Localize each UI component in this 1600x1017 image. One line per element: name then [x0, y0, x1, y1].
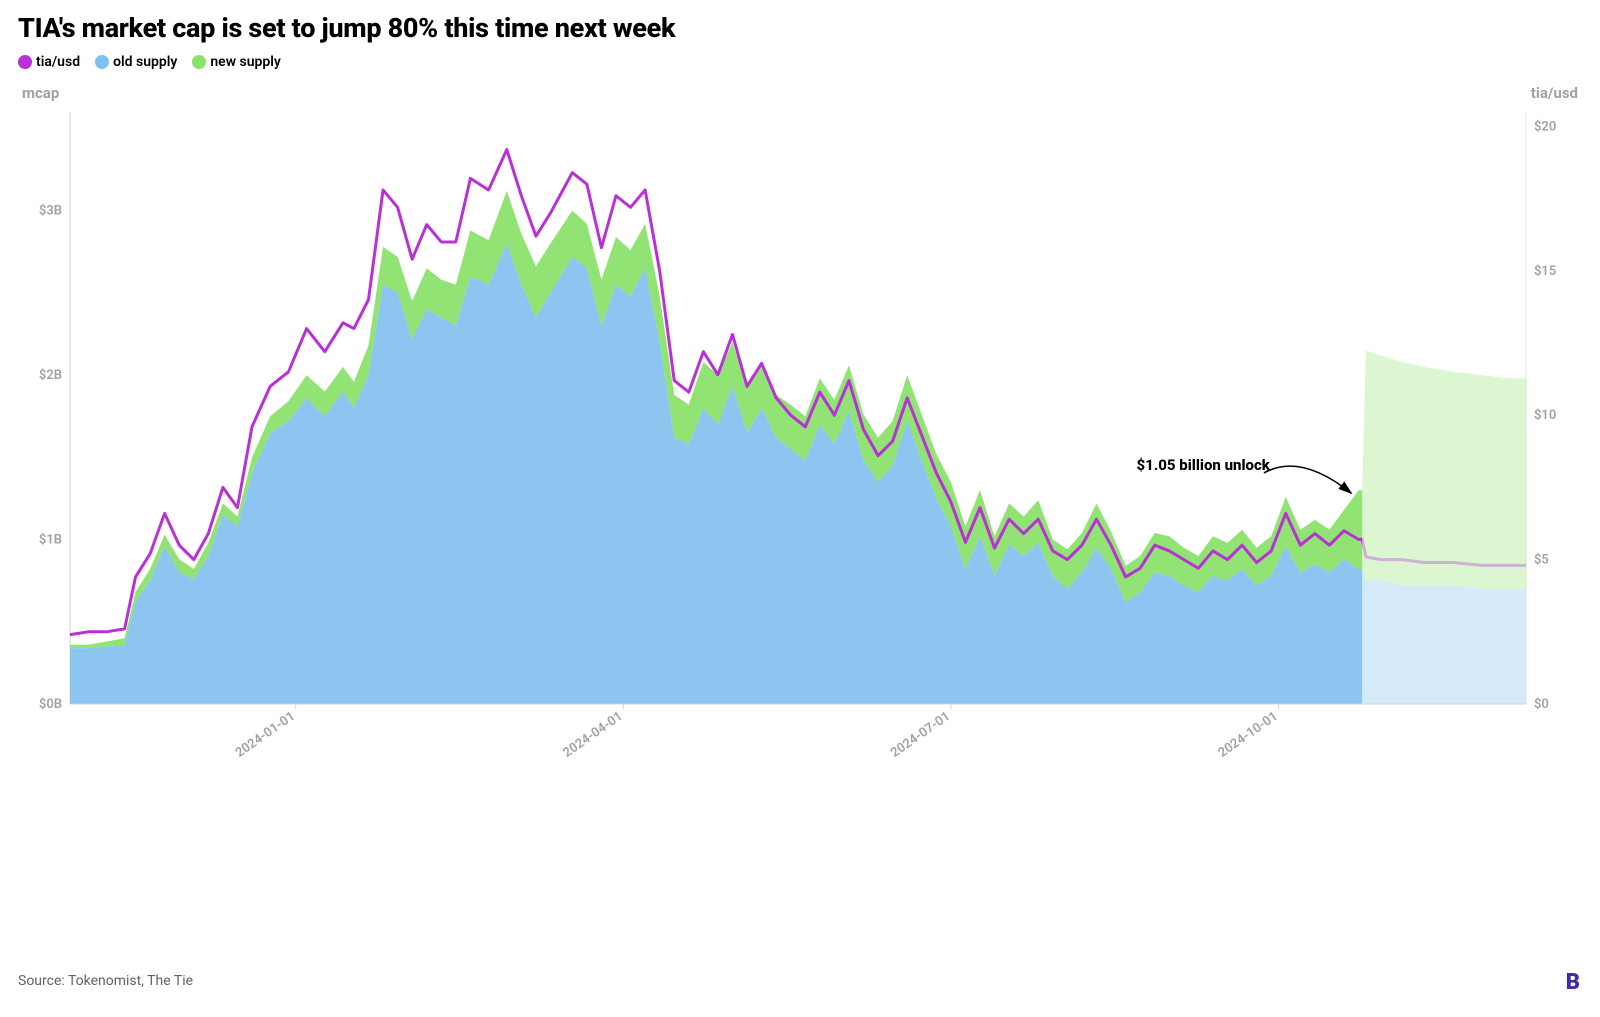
legend: tia/usd old supply new supply: [18, 54, 1582, 70]
svg-text:$5: $5: [1534, 553, 1549, 568]
svg-text:$10: $10: [1534, 408, 1556, 423]
svg-text:$20: $20: [1534, 119, 1556, 134]
svg-text:2024-07-01: 2024-07-01: [888, 709, 953, 761]
annotation-arrow: [1264, 466, 1351, 493]
legend-item-tia-usd: tia/usd: [18, 54, 80, 70]
svg-text:2024-10-01: 2024-10-01: [1216, 709, 1281, 761]
old-supply-area: [70, 244, 1526, 704]
annotation-text: $1.05 billion unlock: [1137, 456, 1271, 474]
legend-swatch: [192, 55, 206, 69]
source-text: Source: Tokenomist, The Tie: [18, 973, 193, 989]
svg-text:2024-01-01: 2024-01-01: [233, 709, 298, 761]
legend-swatch: [95, 55, 109, 69]
svg-text:$3B: $3B: [39, 204, 62, 219]
legend-label: tia/usd: [36, 54, 80, 70]
legend-label: new supply: [210, 54, 281, 70]
y-axis-left-title: mcap: [22, 84, 59, 102]
y-axis-right-title: tia/usd: [1531, 84, 1578, 102]
legend-swatch: [18, 55, 32, 69]
svg-text:$0: $0: [1534, 697, 1549, 712]
chart-container: mcap tia/usd $0B $1B $2B $3B $0 $5 $10 $15 $20 20…: [18, 84, 1582, 804]
chart-svg: $0B $1B $2B $3B $0 $5 $10 $15 $20 2024-01-01 2024-…: [18, 84, 1578, 804]
chart-title: TIA's market cap is set to jump 80% this…: [18, 12, 1582, 44]
legend-item-new-supply: new supply: [192, 54, 281, 70]
brand-logo: B: [1566, 970, 1580, 995]
svg-text:$15: $15: [1534, 264, 1556, 279]
svg-text:2024-04-01: 2024-04-01: [560, 709, 625, 761]
legend-item-old-supply: old supply: [95, 54, 177, 70]
legend-label: old supply: [113, 54, 177, 70]
svg-text:$2B: $2B: [39, 368, 62, 383]
svg-text:$0B: $0B: [39, 697, 62, 712]
svg-text:$1B: $1B: [39, 533, 62, 548]
